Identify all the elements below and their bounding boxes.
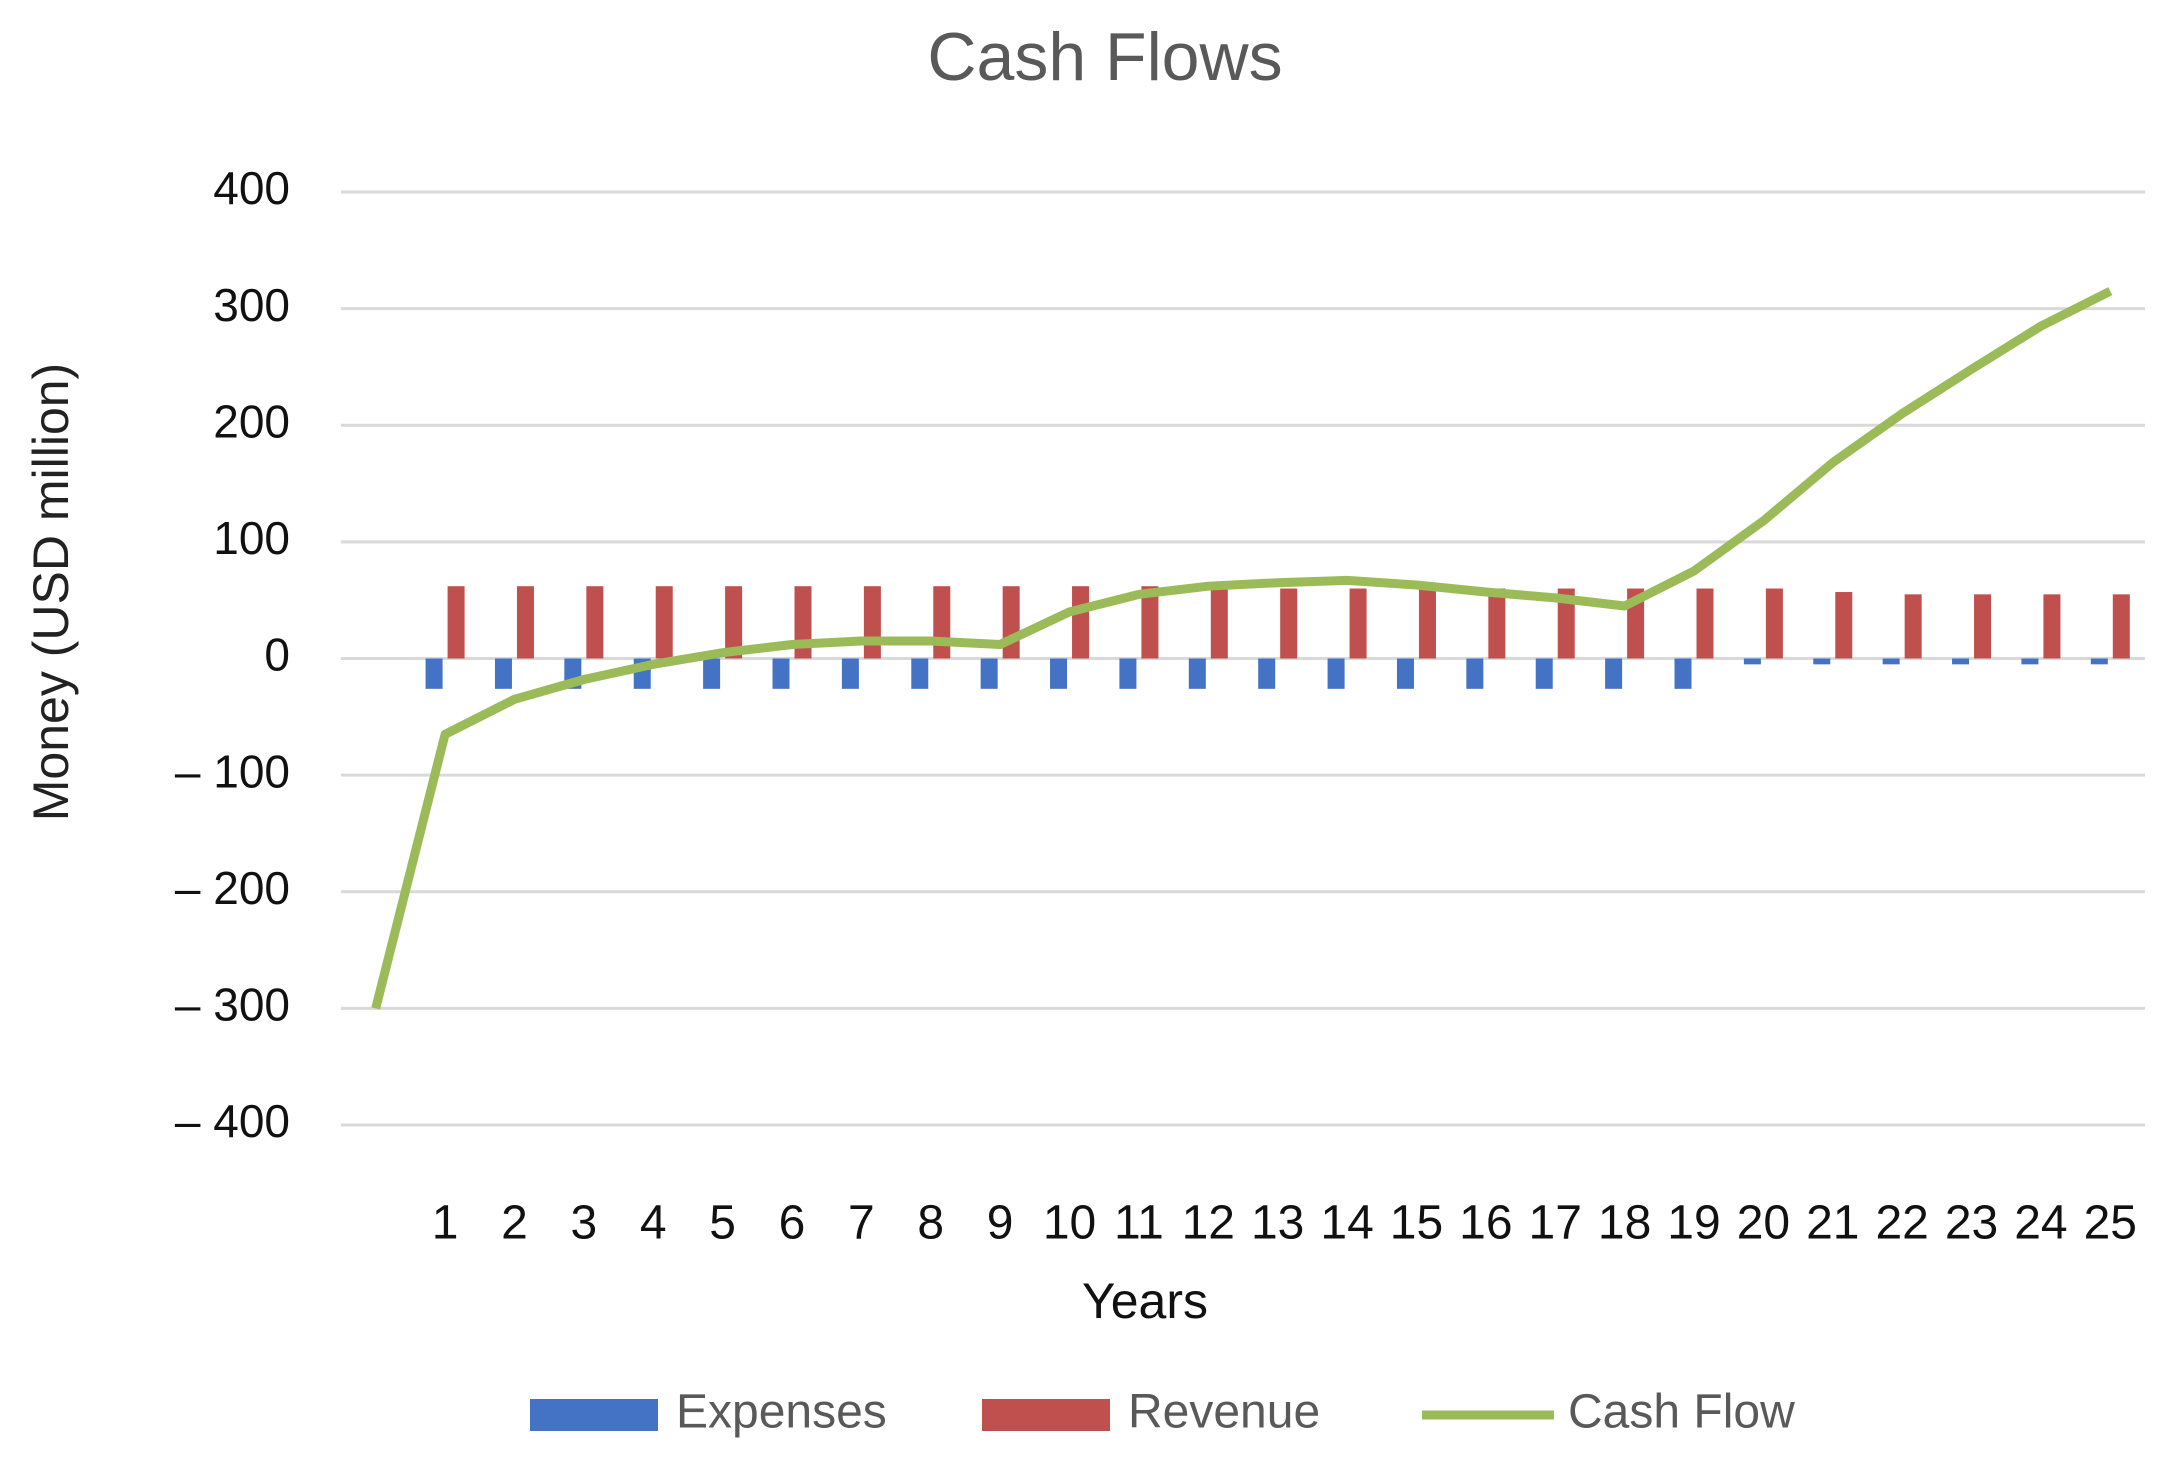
bar	[1535, 658, 1553, 689]
legend-swatch	[530, 1399, 658, 1431]
bar	[1072, 586, 1090, 659]
y-tick-label: – 300	[175, 979, 290, 1031]
x-tick-label: 16	[1459, 1197, 1512, 1250]
line	[371, 287, 2113, 1010]
bar	[447, 586, 465, 659]
bar	[980, 658, 998, 689]
bar	[725, 586, 743, 659]
bar	[2021, 658, 2039, 665]
bar	[1696, 588, 1714, 659]
bar	[1835, 592, 1853, 659]
legend-label: Revenue	[1128, 1386, 1320, 1439]
bar	[1813, 658, 1831, 665]
bar	[1119, 658, 1137, 689]
bar	[1743, 658, 1761, 665]
bar	[1280, 588, 1298, 659]
bar	[1557, 588, 1575, 659]
chart-title: Cash Flows	[927, 19, 1282, 95]
y-tick-label: – 200	[175, 862, 290, 914]
x-tick-label: 8	[917, 1197, 944, 1250]
x-axis-label: Years	[1082, 1273, 1208, 1329]
x-tick-label: 9	[987, 1197, 1014, 1250]
bar	[516, 586, 534, 659]
bar	[1674, 658, 1692, 689]
bar	[1002, 586, 1020, 659]
bar	[1605, 658, 1623, 689]
bar	[911, 658, 929, 689]
bar	[586, 586, 604, 659]
x-tick-label: 1	[432, 1197, 459, 1250]
bar	[494, 658, 512, 689]
bar	[1488, 588, 1506, 659]
x-tick-label: 15	[1390, 1197, 1443, 1250]
bar	[1349, 588, 1367, 659]
y-axis-label: Money (USD million)	[23, 363, 79, 821]
bar	[1050, 658, 1068, 689]
legend-label: Cash Flow	[1568, 1386, 1795, 1439]
x-tick-label: 7	[848, 1197, 875, 1250]
x-tick-label: 25	[2084, 1197, 2137, 1250]
bar	[425, 658, 443, 689]
y-tick-label: 0	[264, 629, 290, 681]
bar	[703, 658, 721, 689]
x-tick-label: 13	[1251, 1197, 1304, 1250]
bar	[1904, 594, 1922, 659]
bar	[1210, 588, 1228, 659]
x-tick-label: 23	[1945, 1197, 1998, 1250]
y-tick-label: 200	[213, 395, 290, 447]
bar	[1396, 658, 1414, 689]
y-tick-label: 300	[213, 279, 290, 331]
bar	[1141, 586, 1159, 659]
bar	[1952, 658, 1970, 665]
bar	[772, 658, 790, 689]
x-tick-label: 3	[570, 1197, 597, 1250]
bar	[1418, 588, 1436, 659]
bar	[1327, 658, 1345, 689]
x-tick-label: 10	[1043, 1197, 1096, 1250]
legend-swatch	[982, 1399, 1110, 1431]
y-tick-label: – 100	[175, 745, 290, 797]
bar	[863, 586, 881, 659]
x-tick-label: 11	[1114, 1197, 1164, 1250]
x-tick-label: 24	[2014, 1197, 2067, 1250]
bar	[1974, 594, 1992, 659]
x-tick-label: 4	[640, 1197, 667, 1250]
bar	[1258, 658, 1276, 689]
y-tick-label: – 400	[175, 1095, 290, 1147]
bar	[2112, 594, 2130, 659]
x-tick-label: 2	[501, 1197, 528, 1250]
x-tick-label: 22	[1875, 1197, 1928, 1250]
bar	[933, 586, 951, 659]
x-tick-label: 12	[1182, 1197, 1235, 1250]
bar	[1765, 588, 1783, 659]
bar	[655, 586, 673, 659]
x-tick-label: 18	[1598, 1197, 1651, 1250]
bar	[1882, 658, 1900, 665]
bar	[1466, 658, 1484, 689]
y-tick-label: 100	[213, 512, 290, 564]
legend-label: Expenses	[676, 1386, 887, 1439]
x-tick-label: 14	[1320, 1197, 1373, 1250]
x-tick-label: 21	[1806, 1197, 1859, 1250]
bar	[2043, 594, 2061, 659]
x-tick-label: 19	[1667, 1197, 1720, 1250]
x-tick-label: 17	[1529, 1197, 1582, 1250]
bar	[1188, 658, 1206, 689]
y-tick-label: 400	[213, 162, 290, 214]
x-tick-label: 20	[1737, 1197, 1790, 1250]
bar	[841, 658, 859, 689]
x-tick-label: 6	[779, 1197, 806, 1250]
x-tick-label: 5	[709, 1197, 736, 1250]
bar	[2090, 658, 2108, 665]
